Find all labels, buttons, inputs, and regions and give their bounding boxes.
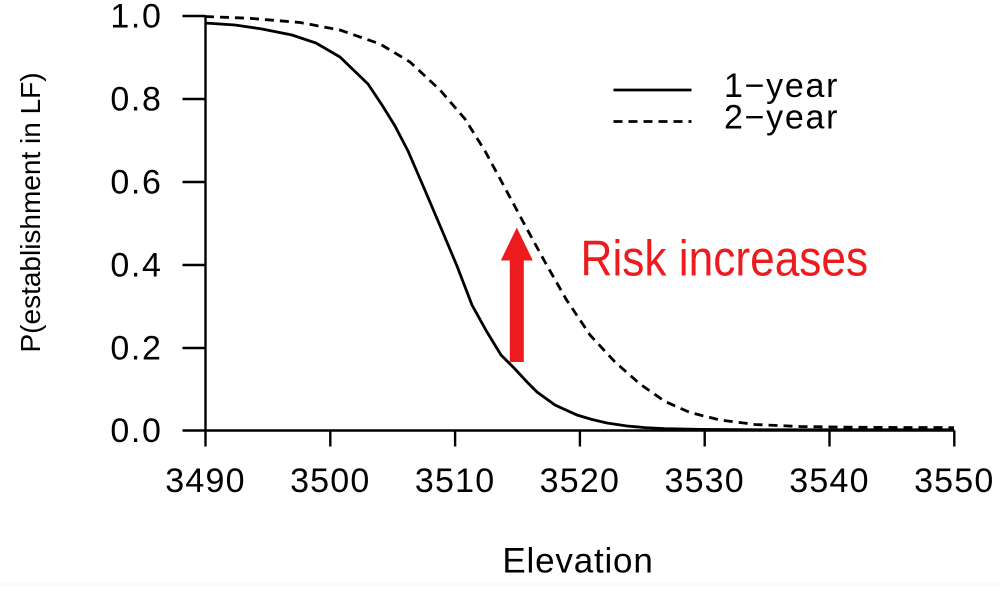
svg-text:3490: 3490 bbox=[165, 462, 245, 500]
svg-text:3510: 3510 bbox=[415, 462, 495, 500]
svg-text:1.0: 1.0 bbox=[110, 0, 162, 36]
svg-text:0.4: 0.4 bbox=[110, 247, 162, 285]
svg-text:3540: 3540 bbox=[789, 462, 869, 500]
svg-text:Risk increases: Risk increases bbox=[581, 231, 869, 287]
svg-text:0.6: 0.6 bbox=[110, 164, 162, 202]
svg-text:2−year: 2−year bbox=[724, 99, 839, 137]
svg-text:3530: 3530 bbox=[664, 462, 744, 500]
svg-text:Elevation: Elevation bbox=[502, 542, 653, 581]
svg-text:3550: 3550 bbox=[914, 462, 994, 500]
svg-text:1−year: 1−year bbox=[724, 67, 839, 105]
svg-text:0.0: 0.0 bbox=[110, 412, 162, 450]
svg-text:3500: 3500 bbox=[290, 462, 370, 500]
svg-text:3520: 3520 bbox=[540, 462, 620, 500]
svg-text:P(establishment in LF): P(establishment in LF) bbox=[15, 72, 46, 352]
svg-text:0.2: 0.2 bbox=[110, 330, 162, 368]
svg-text:0.8: 0.8 bbox=[110, 81, 162, 119]
